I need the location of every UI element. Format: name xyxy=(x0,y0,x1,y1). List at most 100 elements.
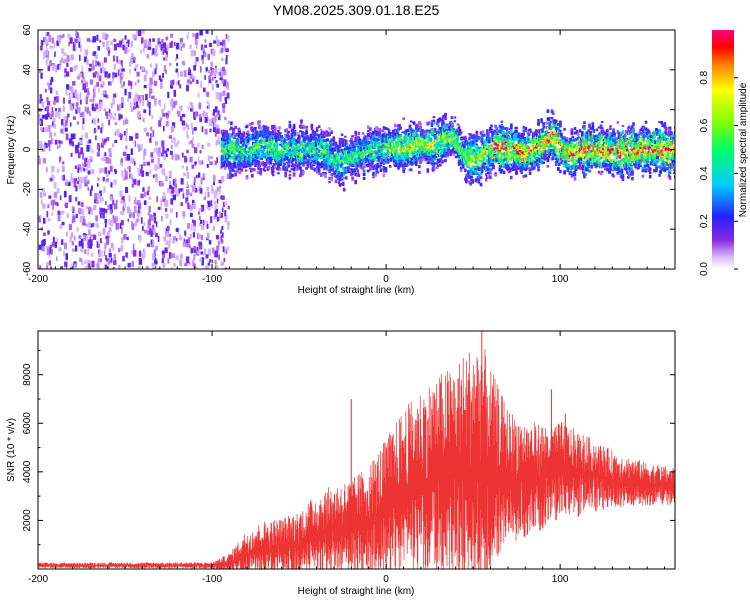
heatmap-ridge-cell xyxy=(455,132,459,137)
heatmap-noise-cell xyxy=(85,157,88,163)
heatmap-noise-cell xyxy=(181,70,183,77)
heatmap-noise-cell xyxy=(186,35,189,40)
heatmap-ridge-cell xyxy=(303,150,306,153)
heatmap-noise-cell xyxy=(189,102,193,106)
heatmap-ridge-cell xyxy=(429,143,433,146)
heatmap-noise-cell xyxy=(53,132,57,137)
heatmap-ridge-cell xyxy=(456,143,460,148)
heatmap-noise-cell xyxy=(185,122,188,128)
heatmap-noise-cell xyxy=(177,71,179,78)
heatmap-ridge-cell xyxy=(258,120,261,124)
heatmap-ridge-cell xyxy=(253,138,256,141)
heatmap-ridge-cell xyxy=(388,149,392,152)
heatmap-ridge-cell xyxy=(234,125,237,130)
heatmap-ridge-cell xyxy=(391,132,394,135)
heatmap-noise-cell xyxy=(77,121,79,125)
heatmap-noise-cell xyxy=(63,73,66,78)
heatmap-ridge-cell xyxy=(232,156,235,160)
heatmap-noise-cell xyxy=(171,106,174,111)
heatmap-ridge-cell xyxy=(287,137,291,141)
heatmap-noise-cell xyxy=(201,225,205,231)
heatmap-noise-cell xyxy=(222,78,225,84)
heatmap-ridge-cell xyxy=(448,130,451,134)
heatmap-ridge-cell xyxy=(427,134,431,139)
heatmap-noise-cell xyxy=(62,161,65,165)
heatmap-noise-cell xyxy=(71,248,75,252)
heatmap-noise-cell xyxy=(103,67,106,74)
heatmap-noise-cell xyxy=(49,87,53,94)
heatmap-noise-cell xyxy=(221,207,224,213)
heatmap-noise-cell xyxy=(86,167,88,171)
heatmap-noise-cell xyxy=(165,240,169,246)
heatmap-ridge-cell xyxy=(401,150,404,153)
heatmap-noise-cell xyxy=(201,113,204,117)
heatmap-noise-cell xyxy=(209,128,212,133)
heatmap-noise-cell xyxy=(120,135,123,141)
heatmap-noise-cell xyxy=(130,137,134,141)
heatmap-ridge-cell xyxy=(351,135,354,138)
heatmap-ridge-cell xyxy=(388,165,392,168)
heatmap-ridge-cell xyxy=(471,179,474,183)
heatmap-noise-cell xyxy=(42,51,46,57)
heatmap-noise-cell xyxy=(72,44,75,51)
heatmap-ridge-cell xyxy=(409,168,413,172)
heatmap-noise-cell xyxy=(214,106,218,113)
heatmap-ridge-cell xyxy=(292,135,296,138)
heatmap-ridge-cell xyxy=(331,168,334,172)
heatmap-noise-cell xyxy=(182,126,186,131)
heatmap-noise-cell xyxy=(223,82,227,87)
heatmap-ridge-cell xyxy=(328,127,331,131)
heatmap-ridge-cell xyxy=(224,135,228,139)
heatmap-noise-cell xyxy=(193,111,195,119)
heatmap-ridge-cell xyxy=(223,152,227,154)
heatmap-ridge-cell xyxy=(313,132,317,135)
heatmap-ridge-cell xyxy=(444,112,447,116)
heatmap-ridge-cell xyxy=(294,160,298,163)
heatmap-ridge-cell xyxy=(337,171,341,175)
heatmap-noise-cell xyxy=(46,246,50,250)
heatmap-noise-cell xyxy=(160,43,164,51)
heatmap-noise-cell xyxy=(190,122,193,129)
heatmap-ridge-cell xyxy=(317,125,321,128)
heatmap-noise-cell xyxy=(74,180,76,188)
heatmap-ridge-cell xyxy=(344,135,347,138)
heatmap-ridge-cell xyxy=(368,136,371,140)
heatmap-noise-cell xyxy=(82,118,85,124)
heatmap-ridge-cell xyxy=(279,168,282,171)
heatmap-noise-cell xyxy=(69,86,72,91)
heatmap-noise-cell xyxy=(53,123,57,129)
heatmap-noise-cell xyxy=(221,226,224,231)
heatmap-ridge-cell xyxy=(379,168,383,172)
heatmap-ridge-cell xyxy=(305,125,308,128)
heatmap-noise-cell xyxy=(180,202,184,206)
heatmap-ridge-cell xyxy=(440,148,443,151)
heatmap-ridge-cell xyxy=(229,128,232,131)
heatmap-ridge-cell xyxy=(470,158,473,161)
heatmap-ridge-cell xyxy=(477,180,481,184)
heatmap-noise-cell xyxy=(49,260,51,266)
heatmap-noise-cell xyxy=(151,95,155,99)
heatmap-noise-cell xyxy=(75,185,78,192)
heatmap-noise-cell xyxy=(191,143,195,148)
heatmap-ridge-cell xyxy=(412,161,416,165)
heatmap-noise-cell xyxy=(227,34,230,42)
heatmap-ridge-cell xyxy=(376,127,379,131)
heatmap-noise-cell xyxy=(169,219,172,225)
heatmap-ridge-cell xyxy=(468,175,471,179)
heatmap-noise-cell xyxy=(179,84,182,89)
heatmap-ridge-cell xyxy=(238,131,242,135)
heatmap-noise-cell xyxy=(91,149,94,154)
heatmap-noise-cell xyxy=(193,176,196,183)
heatmap-ridge-cell xyxy=(422,130,425,133)
heatmap-noise-cell xyxy=(155,44,159,50)
heatmap-noise-cell xyxy=(61,176,64,181)
heatmap-noise-cell xyxy=(160,202,163,210)
heatmap-ridge-cell xyxy=(236,165,239,169)
heatmap-ridge-cell xyxy=(304,137,307,140)
heatmap-ridge-cell xyxy=(409,127,413,130)
heatmap-noise-cell xyxy=(105,201,107,206)
heatmap-noise-cell xyxy=(96,222,99,227)
heatmap-noise-cell xyxy=(161,140,165,147)
heatmap-noise-cell xyxy=(159,164,163,168)
heatmap-noise-cell xyxy=(148,196,151,200)
